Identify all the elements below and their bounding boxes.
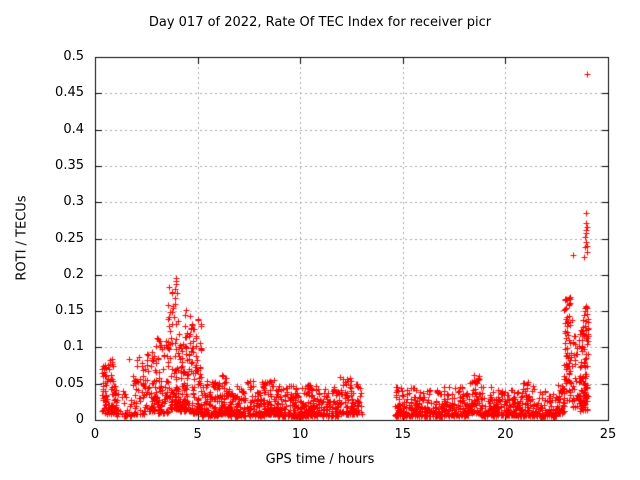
x-tick-label: 15	[394, 427, 412, 442]
y-tick-label: 0.45	[55, 85, 84, 101]
y-tick-label: 0.3	[63, 194, 84, 210]
y-tick-label: 0.05	[55, 375, 84, 391]
x-tick-label: 20	[497, 427, 514, 442]
x-axis-label: GPS time / hours	[265, 452, 375, 467]
y-tick-label: 0.5	[63, 49, 84, 64]
y-tick-label: 0	[75, 412, 84, 427]
chart-title: Day 017 of 2022, Rate Of TEC Index for r…	[148, 15, 492, 30]
y-tick-label: 0.35	[55, 157, 84, 173]
x-tick-label: 0	[90, 427, 100, 442]
y-tick-label: 0.1	[63, 339, 84, 355]
y-tick-label: 0.4	[63, 121, 84, 137]
y-tick-label: 0.2	[63, 266, 84, 282]
y-tick-label: 0.15	[55, 303, 84, 319]
x-tick-label: 25	[599, 427, 617, 442]
x-tick-label: 10	[291, 427, 309, 442]
x-tick-label: 5	[193, 427, 202, 442]
y-tick-label: 0.25	[55, 230, 84, 246]
